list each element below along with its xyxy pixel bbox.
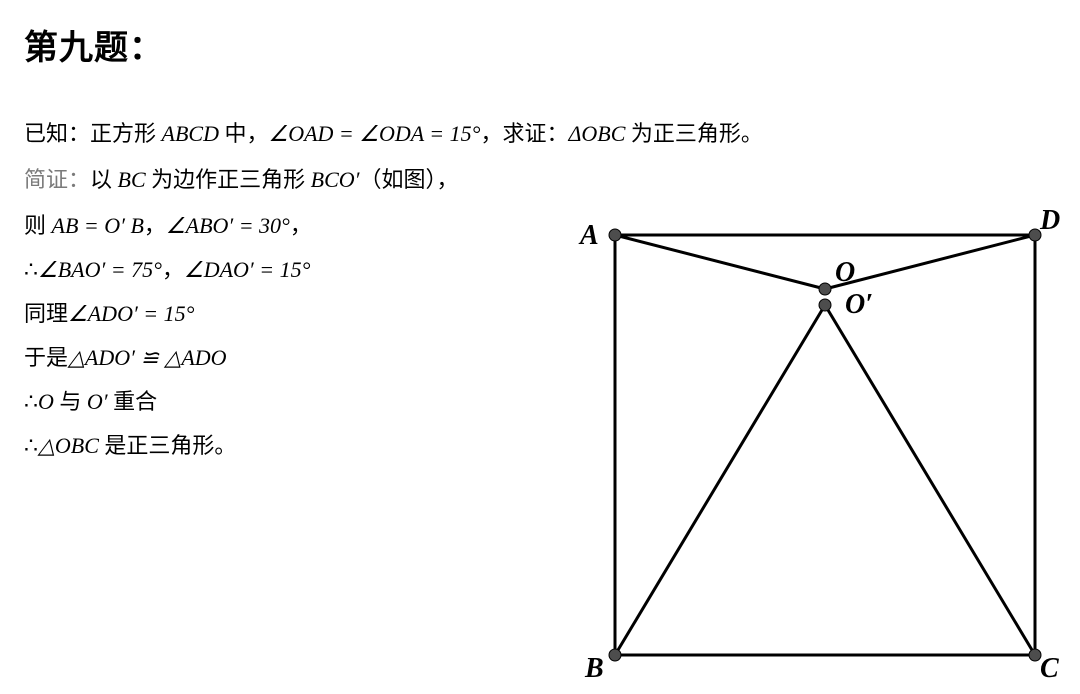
txt: ， — [162, 257, 184, 282]
geometry-figure: A D B C O O′ — [560, 195, 1060, 675]
o: O — [38, 389, 54, 414]
therefore: ∴ — [24, 433, 38, 458]
therefore: ∴ — [24, 257, 38, 282]
txt: 则 — [24, 213, 52, 238]
angles: ∠OAD = ∠ODA = 15° — [268, 121, 480, 146]
label-proof: 简证： — [24, 167, 90, 192]
txt: 同理 — [24, 301, 68, 326]
vertex-label-B: B — [585, 653, 604, 685]
eq3: ∠BAO′ = 75° — [38, 257, 162, 282]
bc: BC — [118, 167, 146, 192]
vertex-label-D: D — [1040, 205, 1060, 237]
abcd: ABCD — [162, 121, 219, 146]
txt: ， — [144, 213, 166, 238]
txt: 与 — [54, 389, 87, 414]
eq5: ∠ADO′ = 15° — [68, 301, 194, 326]
txt: 于是 — [24, 345, 68, 370]
bcop: BCO′ — [311, 167, 360, 192]
eq2: ∠ABO′ = 30° — [166, 213, 290, 238]
txt: 为边作正三角形 — [146, 167, 311, 192]
txt: 为正三角形。 — [625, 121, 763, 146]
line-given: 已知：正方形 ABCD 中，∠OAD = ∠ODA = 15°，求证：ΔOBC … — [24, 113, 1054, 155]
obc: ΔOBC — [568, 121, 625, 146]
txt: 以 — [90, 167, 118, 192]
txt: ， — [290, 213, 312, 238]
vertex-label-C: C — [1040, 653, 1059, 685]
figure-svg — [560, 195, 1060, 675]
vertex-label-O: O — [835, 257, 855, 289]
txt: 是正三角形。 — [99, 433, 237, 458]
vertex-label-A: A — [580, 220, 599, 252]
txt: 重合 — [108, 389, 158, 414]
op: O′ — [87, 389, 108, 414]
problem-title: 第九题： — [24, 20, 1056, 69]
vertex-label-Oprime: O′ — [845, 289, 873, 321]
therefore: ∴ — [24, 389, 38, 414]
eq4: ∠DAO′ = 15° — [184, 257, 310, 282]
eq1: AB = O′ B — [52, 213, 144, 238]
txt: 中， — [219, 121, 269, 146]
txt: ，求证： — [480, 121, 568, 146]
txt: （如图）， — [359, 167, 458, 192]
triobc: △OBC — [38, 433, 99, 458]
cong: △ADO′ ≌ △ADO — [68, 345, 227, 370]
txt: 已知：正方形 — [24, 121, 162, 146]
